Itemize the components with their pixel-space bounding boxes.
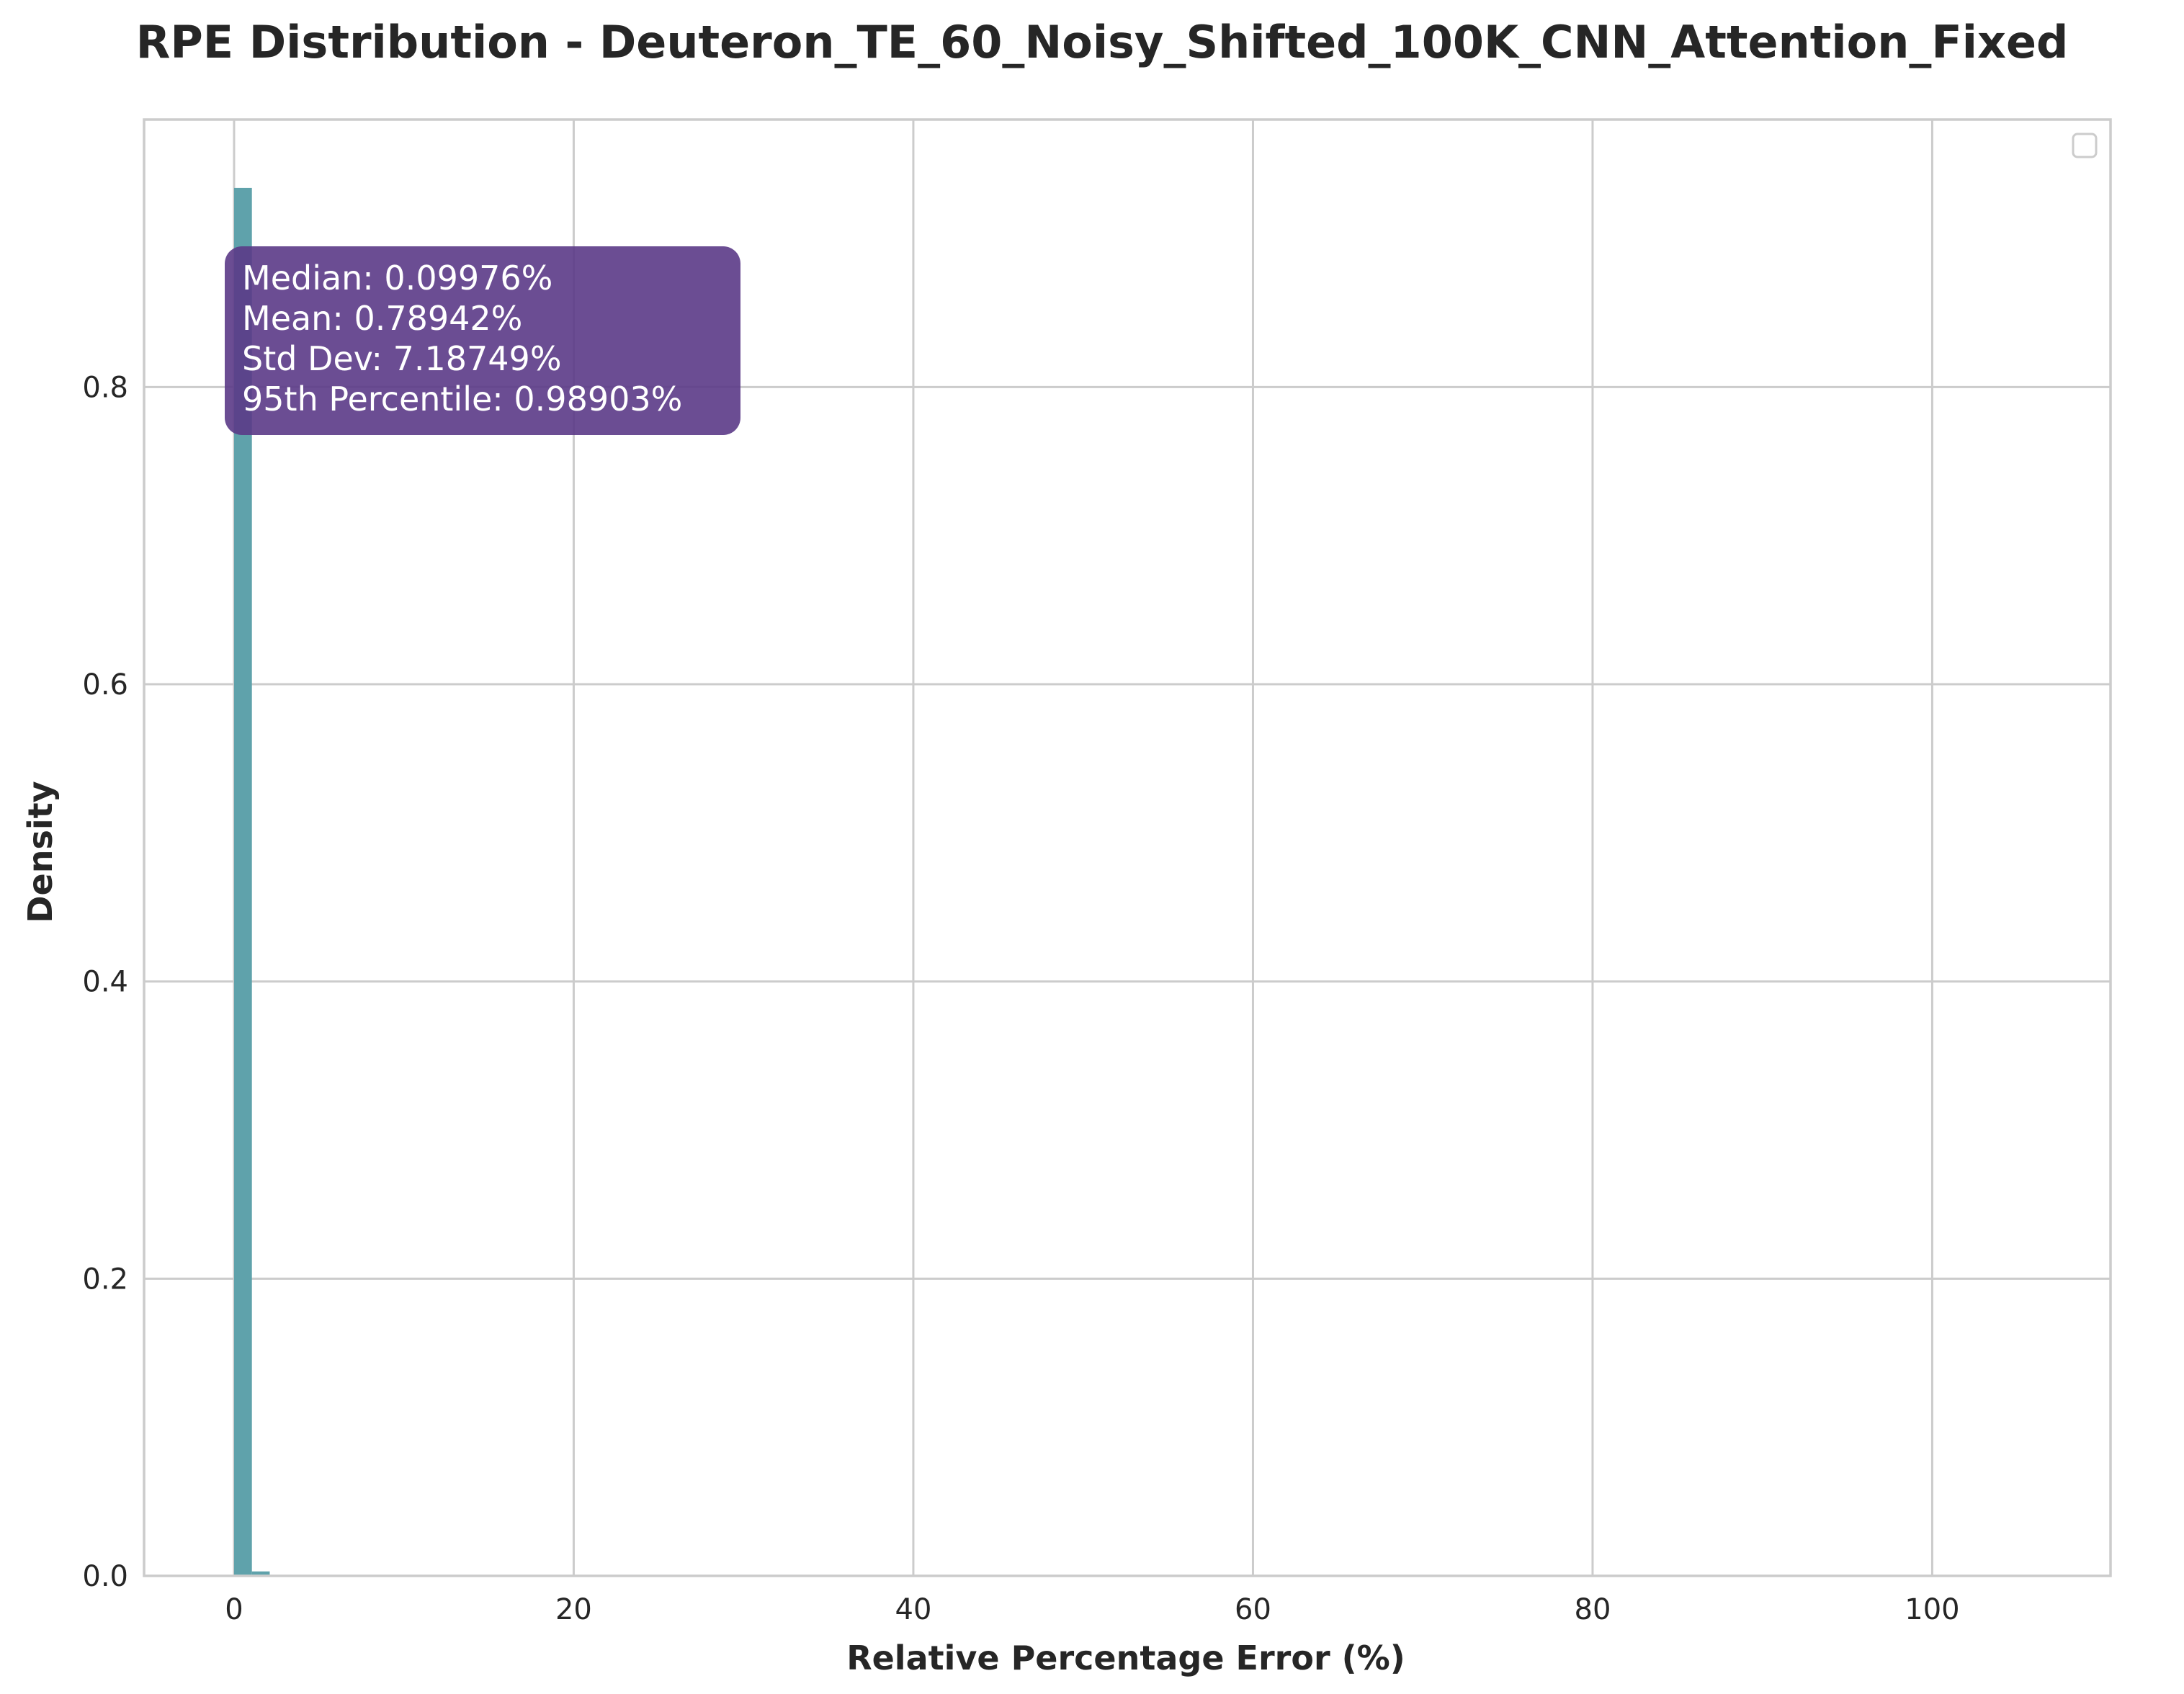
y-tick-label: 0.2 (82, 1263, 128, 1296)
stats-line: 95th Percentile: 0.98903% (242, 380, 682, 418)
y-tick-label: 0.6 (82, 668, 128, 702)
plot-frame (143, 118, 2112, 1577)
plot-area: 0 20 40 60 80 100 0.0 0.2 0.4 0.6 0.8 Median: 0.099… (82, 118, 2112, 1626)
x-tick-label: 40 (895, 1593, 932, 1626)
histogram-bar (251, 1571, 270, 1576)
stats-line: Std Dev: 7.18749% (242, 339, 562, 378)
x-tick-label: 20 (555, 1593, 592, 1626)
x-tick-label: 100 (1905, 1593, 1959, 1626)
chart-title: RPE Distribution - Deuteron_TE_60_Noisy_… (136, 16, 2069, 68)
y-axis-label: Density (21, 781, 60, 923)
stats-line: Median: 0.09976% (242, 259, 552, 297)
stats-line: Mean: 0.78942% (242, 299, 522, 338)
y-tick-label: 0.4 (82, 966, 128, 999)
x-tick-label: 60 (1235, 1593, 1271, 1626)
legend-box (2072, 133, 2098, 158)
x-tick-label: 0 (225, 1593, 243, 1626)
x-axis-label: Relative Percentage Error (%) (846, 1639, 1405, 1677)
y-tick-label: 0.0 (82, 1560, 128, 1593)
stats-box-background (225, 246, 740, 435)
x-tick-label: 80 (1575, 1593, 1611, 1626)
stats-annotation-box: Median: 0.09976%Mean: 0.78942%Std Dev: 7… (225, 246, 740, 435)
y-tick-label: 0.8 (82, 371, 128, 404)
